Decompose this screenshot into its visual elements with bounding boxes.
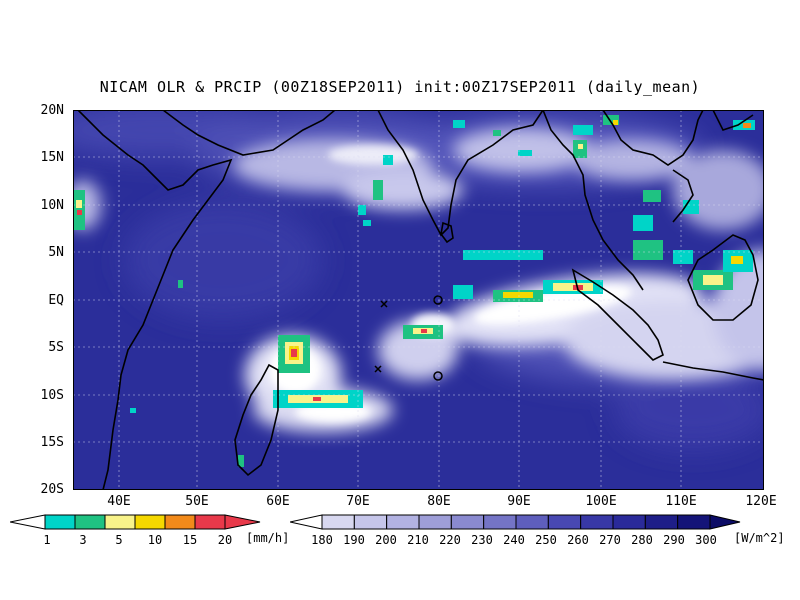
lat-label-5n: 5N bbox=[48, 245, 64, 260]
olr-colorbar-swatch bbox=[418, 514, 452, 530]
precip-colorbar-swatches bbox=[44, 514, 226, 530]
precip-tick-5: 5 bbox=[115, 533, 123, 547]
precip-cell-scattered bbox=[130, 220, 371, 467]
lon-label-120e: 120E bbox=[745, 494, 777, 509]
map-markers bbox=[374, 295, 443, 381]
olr-tick-200: 200 bbox=[375, 533, 397, 547]
precip-patches bbox=[73, 115, 755, 467]
precip-cell-cyclone-south bbox=[273, 335, 363, 408]
precip-colorbar bbox=[10, 514, 261, 530]
precip-tick-3: 3 bbox=[79, 533, 87, 547]
olr-colorbar-swatch bbox=[353, 514, 388, 530]
olr-tick-250: 250 bbox=[535, 533, 557, 547]
olr-tick-240: 240 bbox=[503, 533, 525, 547]
olr-precip-map bbox=[73, 110, 764, 490]
lat-label-20n: 20N bbox=[40, 103, 64, 118]
precip-colorbar-high-arrow bbox=[224, 514, 261, 530]
olr-colorbar bbox=[290, 514, 741, 530]
precip-cell-somali-coast bbox=[73, 190, 85, 230]
precip-cell-indochina bbox=[573, 115, 755, 214]
lat-label-15s: 15S bbox=[40, 435, 64, 450]
olr-colorbar-swatch bbox=[321, 514, 355, 530]
olr-unit: [W/m^2] bbox=[734, 531, 785, 545]
precip-tick-20: 20 bbox=[217, 533, 233, 547]
lon-label-60e: 60E bbox=[266, 494, 290, 509]
precip-colorbar-swatch bbox=[44, 514, 76, 530]
olr-tick-190: 190 bbox=[343, 533, 365, 547]
olr-colorbar-low-arrow bbox=[290, 514, 323, 530]
map-frame bbox=[73, 110, 764, 490]
lon-label-40e: 40E bbox=[107, 494, 131, 509]
cross-marker bbox=[380, 300, 388, 308]
circle-marker bbox=[433, 371, 443, 381]
lat-lon-grid bbox=[73, 110, 764, 490]
olr-colorbar-swatches bbox=[321, 514, 711, 530]
lon-label-100e: 100E bbox=[585, 494, 617, 509]
olr-colorbar-swatch bbox=[483, 514, 517, 530]
olr-colorbar-swatch bbox=[450, 514, 485, 530]
precip-colorbar-swatch bbox=[164, 514, 196, 530]
lon-label-110e: 110E bbox=[665, 494, 697, 509]
olr-colorbar-swatch bbox=[547, 514, 582, 530]
precip-colorbar-swatch bbox=[194, 514, 226, 530]
olr-tick-280: 280 bbox=[631, 533, 653, 547]
olr-tick-260: 260 bbox=[567, 533, 589, 547]
lat-label-5s: 5S bbox=[48, 340, 64, 355]
olr-tick-210: 210 bbox=[407, 533, 429, 547]
lat-label-eq: EQ bbox=[48, 293, 64, 308]
olr-tick-300: 300 bbox=[695, 533, 717, 547]
lat-label-10n: 10N bbox=[40, 198, 64, 213]
lat-label-15n: 15N bbox=[40, 150, 64, 165]
lon-label-70e: 70E bbox=[346, 494, 370, 509]
olr-tick-230: 230 bbox=[471, 533, 493, 547]
olr-colorbar-swatch bbox=[677, 514, 711, 530]
precip-tick-10: 10 bbox=[147, 533, 163, 547]
lon-label-50e: 50E bbox=[185, 494, 209, 509]
olr-colorbar-swatch bbox=[580, 514, 614, 530]
lat-label-20s: 20S bbox=[40, 482, 64, 497]
olr-tick-290: 290 bbox=[663, 533, 685, 547]
olr-colorbar-high-arrow bbox=[709, 514, 741, 530]
olr-colorbar-swatch bbox=[386, 514, 420, 530]
olr-tick-220: 220 bbox=[439, 533, 461, 547]
lon-label-90e: 90E bbox=[507, 494, 531, 509]
precip-cell-maritime bbox=[633, 215, 753, 290]
lon-label-80e: 80E bbox=[427, 494, 451, 509]
olr-tick-180: 180 bbox=[311, 533, 333, 547]
olr-colorbar-swatch bbox=[515, 514, 549, 530]
cross-marker bbox=[374, 365, 382, 373]
plot-title: NICAM OLR & PRCIP (00Z18SEP2011) init:00… bbox=[99, 78, 701, 96]
coastlines bbox=[77, 110, 764, 490]
precip-cell-bay-of-bengal bbox=[358, 120, 532, 215]
precip-colorbar-low-arrow bbox=[10, 514, 46, 530]
olr-tick-270: 270 bbox=[599, 533, 621, 547]
precip-cell-equatorial-band bbox=[403, 250, 603, 339]
precip-colorbar-swatch bbox=[104, 514, 136, 530]
olr-colorbar-swatch bbox=[644, 514, 679, 530]
precip-tick-1: 1 bbox=[43, 533, 51, 547]
olr-colorbar-swatch bbox=[612, 514, 646, 530]
precip-colorbar-swatch bbox=[134, 514, 166, 530]
circle-marker bbox=[433, 295, 443, 305]
precip-tick-15: 15 bbox=[182, 533, 198, 547]
lat-label-10s: 10S bbox=[40, 388, 64, 403]
precip-colorbar-swatch bbox=[74, 514, 106, 530]
precip-unit: [mm/h] bbox=[246, 531, 290, 545]
